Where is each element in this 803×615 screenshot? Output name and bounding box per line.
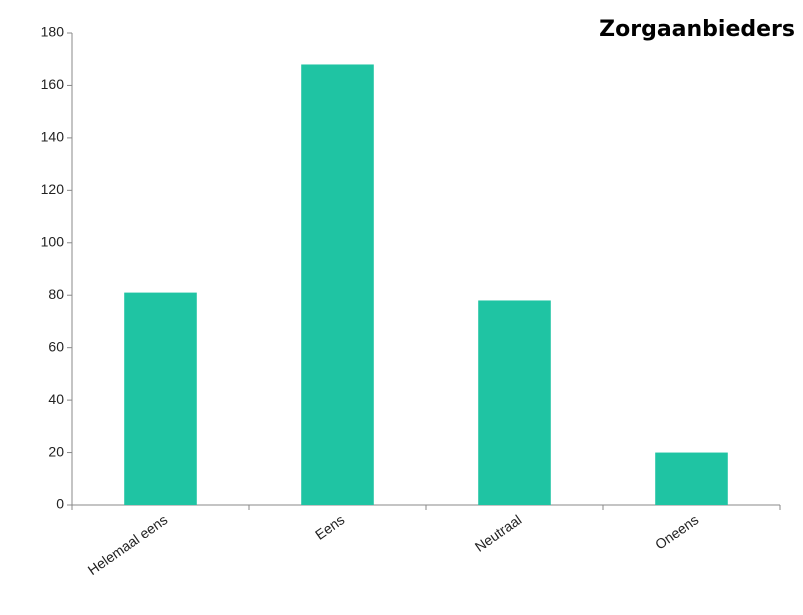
chart-title: Zorgaanbieders <box>599 17 795 42</box>
y-tick-label: 40 <box>48 391 64 407</box>
x-tick-label: Eens <box>312 511 347 542</box>
y-tick-label: 140 <box>41 129 65 145</box>
y-tick-label: 120 <box>41 181 65 197</box>
y-tick-label: 180 <box>41 24 65 40</box>
bar <box>655 452 728 505</box>
x-tick-label: Helemaal eens <box>85 511 171 578</box>
y-tick-label: 60 <box>48 338 64 354</box>
y-tick-label: 160 <box>41 76 65 92</box>
bar <box>124 292 197 505</box>
x-tick-label: Oneens <box>652 511 701 552</box>
bar <box>301 64 374 505</box>
y-tick-label: 100 <box>41 233 65 249</box>
y-tick-label: 20 <box>48 443 64 459</box>
x-tick-label: Neutraal <box>472 511 525 554</box>
bar <box>478 300 551 505</box>
y-tick-label: 80 <box>48 286 64 302</box>
y-tick-label: 0 <box>56 496 64 512</box>
